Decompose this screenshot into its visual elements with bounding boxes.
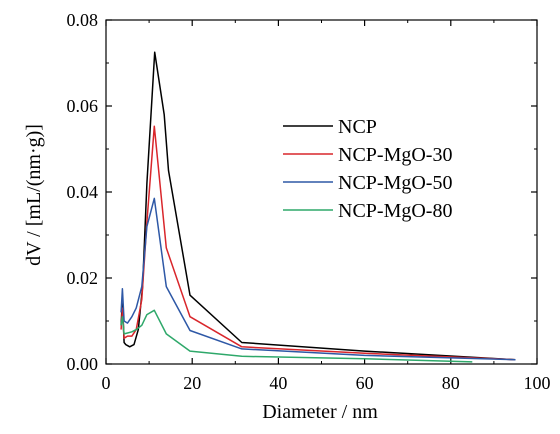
legend: NCP NCP-MgO-30 NCP-MgO-50 NCP-MgO-80 (283, 116, 452, 222)
plot-border (105, 19, 538, 365)
y-tick-label: 0.06 (67, 96, 99, 116)
y-axis-ticks: 0.00 0.02 0.04 0.06 0.08 (67, 10, 537, 374)
y-tick-label: 0.00 (67, 354, 99, 374)
legend-label-ncp-mgo-80: NCP-MgO-80 (338, 200, 452, 222)
y-tick-label: 0.04 (67, 182, 99, 202)
x-axis-title: Diameter / nm (262, 401, 378, 423)
x-tick-label: 80 (442, 373, 460, 393)
x-tick-label: 40 (269, 373, 287, 393)
y-tick-label: 0.08 (67, 10, 99, 30)
legend-label-ncp: NCP (338, 116, 377, 138)
x-axis-ticks: 0 20 40 60 80 100 (102, 20, 551, 393)
series-line-ncp (120, 51, 516, 361)
series-line-ncp-mgo-50 (120, 197, 516, 361)
plot-frame (105, 19, 538, 365)
x-tick-label: 100 (524, 373, 551, 393)
y-axis-title: dV / [mL/(nm·g)] (23, 124, 45, 266)
x-tick-label: 0 (102, 373, 111, 393)
x-tick-label: 60 (356, 373, 374, 393)
series-lines (120, 51, 516, 363)
legend-label-ncp-mgo-30: NCP-MgO-30 (338, 144, 452, 166)
legend-label-ncp-mgo-50: NCP-MgO-50 (338, 172, 452, 194)
y-tick-label: 0.02 (67, 268, 99, 288)
series-line-ncp-mgo-80 (120, 309, 473, 363)
x-tick-label: 20 (183, 373, 201, 393)
